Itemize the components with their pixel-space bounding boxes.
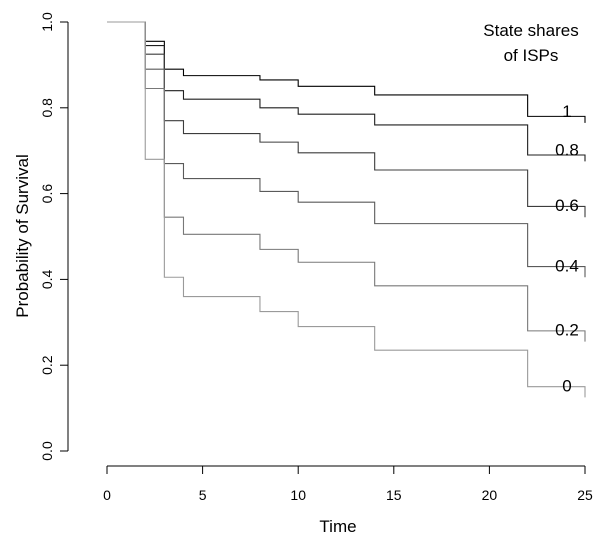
- y-tick-label: 0.6: [39, 184, 55, 204]
- x-axis-ticks: 0 5 10 15 20 25: [103, 466, 593, 503]
- survival-curve-0-2: [107, 21, 586, 342]
- legend-title-line-1: State shares: [483, 21, 578, 40]
- x-tick-label: 0: [103, 487, 111, 503]
- x-axis-title: Time: [319, 517, 356, 536]
- curve-label-0: 0: [562, 376, 571, 395]
- y-axis-ticks: 0.0 0.2 0.4 0.6 0.8 1.0: [39, 12, 68, 461]
- curve-label-0-6: 0.6: [555, 196, 579, 215]
- curve-labels: 1 0.8 0.6 0.4 0.2 0: [555, 102, 579, 396]
- curve-label-0-4: 0.4: [555, 256, 579, 275]
- x-tick-label: 20: [482, 487, 498, 503]
- x-tick-label: 5: [199, 487, 207, 503]
- plot-frame: [67, 22, 585, 467]
- x-tick-label: 15: [386, 487, 402, 503]
- y-tick-label: 0.4: [39, 269, 55, 289]
- survival-curve-0: [107, 21, 586, 398]
- curve-label-1: 1: [562, 102, 571, 121]
- curve-label-0-8: 0.8: [555, 140, 579, 159]
- x-tick-label: 10: [290, 487, 306, 503]
- y-tick-label: 0.8: [39, 98, 55, 118]
- y-tick-label: 0.2: [39, 355, 55, 375]
- curve-label-0-2: 0.2: [555, 321, 579, 340]
- x-tick-label: 25: [577, 487, 593, 503]
- y-tick-label: 1.0: [39, 12, 55, 32]
- survival-curves: [107, 21, 586, 398]
- y-tick-label: 0.0: [39, 441, 55, 461]
- y-axis-title: Probability of Survival: [13, 154, 32, 317]
- legend-title-line-2: of ISPs: [504, 46, 559, 65]
- survival-curve-0-8: [107, 21, 586, 162]
